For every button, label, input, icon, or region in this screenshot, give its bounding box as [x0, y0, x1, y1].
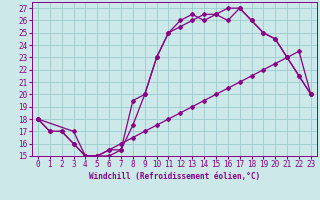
X-axis label: Windchill (Refroidissement éolien,°C): Windchill (Refroidissement éolien,°C) [89, 172, 260, 181]
